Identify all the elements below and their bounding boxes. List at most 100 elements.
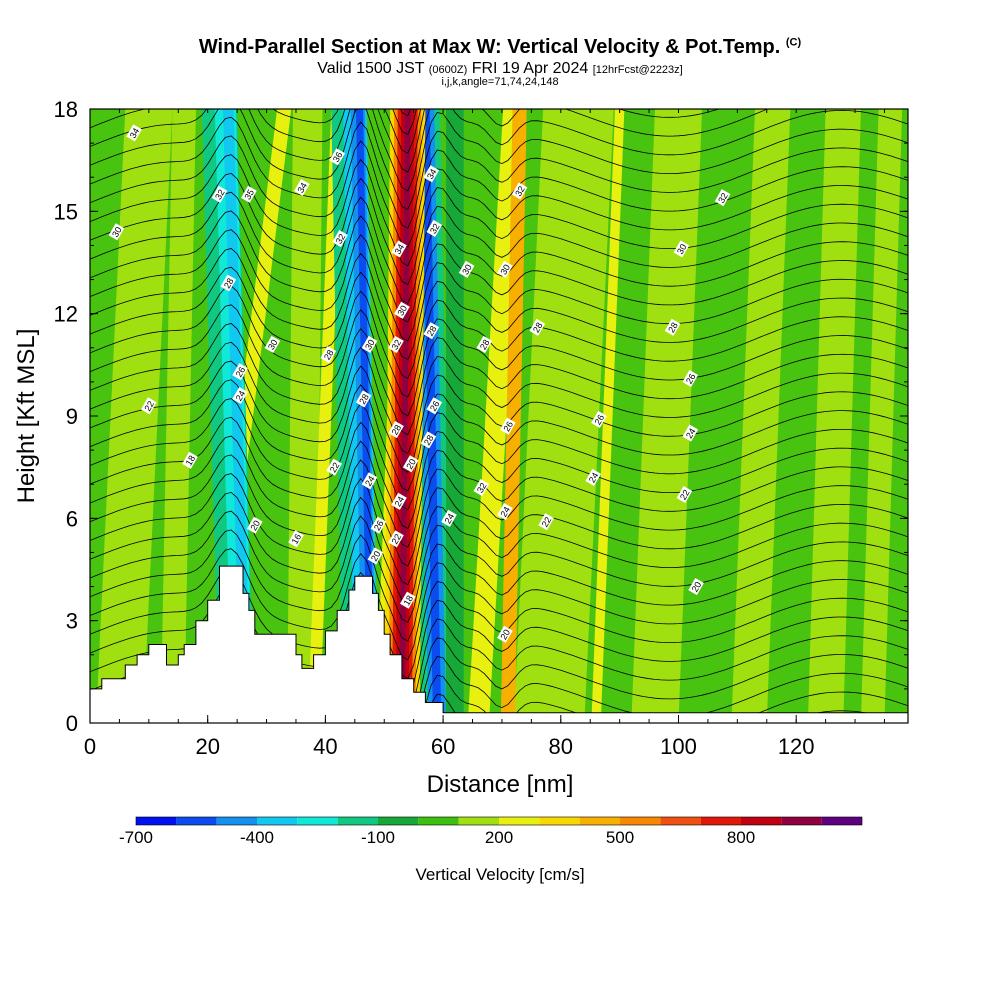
theta-label: 22 bbox=[538, 513, 554, 531]
y-tick-label: 3 bbox=[66, 609, 78, 634]
theta-contours bbox=[90, 109, 908, 723]
colorbar-swatch bbox=[458, 817, 499, 825]
svg-text:28: 28 bbox=[478, 338, 492, 352]
theta-label: 26 bbox=[232, 363, 248, 381]
theta-label: 28 bbox=[423, 322, 440, 340]
svg-text:30: 30 bbox=[395, 304, 409, 318]
theta-label: 22 bbox=[326, 458, 343, 476]
svg-text:34: 34 bbox=[425, 167, 439, 181]
svg-text:32: 32 bbox=[213, 188, 227, 202]
theta-label: 22 bbox=[676, 485, 693, 504]
theta-label: 24 bbox=[232, 386, 248, 405]
theta-labels: 34 30 32 35 34 36 32 28 30 26 24 28 22 18 20 16 22 30 28 24… bbox=[108, 124, 731, 643]
chart-subtitle: Valid 1500 JST (0600Z) FRI 19 Apr 2024 [… bbox=[317, 60, 683, 77]
svg-text:32: 32 bbox=[513, 184, 527, 198]
colorbar-tick-label: 500 bbox=[606, 828, 634, 847]
svg-text:16: 16 bbox=[290, 532, 304, 546]
svg-text:34: 34 bbox=[393, 242, 407, 256]
theta-label: 32 bbox=[388, 335, 404, 353]
theta-label: 28 bbox=[355, 390, 372, 408]
svg-text:24: 24 bbox=[393, 495, 407, 509]
svg-text:34: 34 bbox=[128, 126, 142, 140]
theta-label: 26 bbox=[591, 410, 607, 428]
svg-text:24: 24 bbox=[443, 512, 457, 526]
svg-text:20: 20 bbox=[248, 519, 262, 533]
x-tick-label: 60 bbox=[431, 734, 455, 759]
theta-label: 24 bbox=[497, 502, 513, 521]
y-tick-label: 18 bbox=[54, 97, 78, 122]
theta-label: 28 bbox=[220, 274, 237, 292]
theta-label: 30 bbox=[394, 301, 410, 319]
theta-label: 30 bbox=[497, 260, 513, 278]
svg-text:24: 24 bbox=[498, 505, 512, 519]
grid-info: i,j,k,angle=71,74,24,148 bbox=[441, 76, 559, 88]
svg-text:28: 28 bbox=[422, 433, 436, 447]
theta-label: 24 bbox=[682, 424, 699, 442]
x-tick-label: 100 bbox=[660, 734, 697, 759]
theta-label: 32 bbox=[511, 182, 528, 200]
svg-text:28: 28 bbox=[322, 348, 336, 362]
theta-label: 34 bbox=[126, 124, 142, 142]
theta-label: 24 bbox=[441, 509, 457, 527]
theta-label: 18 bbox=[182, 451, 198, 469]
svg-text:24: 24 bbox=[684, 427, 698, 441]
x-tick-label: 40 bbox=[313, 734, 337, 759]
theta-label: 32 bbox=[332, 230, 348, 248]
svg-text:36: 36 bbox=[331, 150, 345, 164]
colorbar-swatch bbox=[539, 817, 580, 825]
svg-text:20: 20 bbox=[369, 549, 383, 563]
svg-text:18: 18 bbox=[401, 594, 415, 608]
svg-text:22: 22 bbox=[142, 399, 156, 413]
colorbar-swatch bbox=[337, 817, 378, 825]
colorbar-tick-label: 800 bbox=[727, 828, 755, 847]
theta-label: 20 bbox=[246, 516, 263, 534]
svg-text:26: 26 bbox=[593, 413, 607, 427]
colorbar-tick-label: 200 bbox=[485, 828, 513, 847]
colorbar-swatch bbox=[579, 817, 620, 825]
theta-label: 30 bbox=[264, 335, 281, 353]
colorbar-swatch bbox=[741, 817, 782, 825]
svg-text:30: 30 bbox=[460, 263, 474, 277]
svg-text:28: 28 bbox=[390, 423, 404, 437]
theta-label: 32 bbox=[211, 185, 228, 203]
theta-label: 26 bbox=[426, 397, 443, 415]
svg-text:30: 30 bbox=[266, 338, 280, 352]
svg-text:28: 28 bbox=[357, 392, 371, 406]
theta-label: 28 bbox=[529, 318, 546, 336]
colorbar-swatch bbox=[176, 817, 217, 825]
svg-text:20: 20 bbox=[498, 628, 512, 642]
colorbar-swatch bbox=[216, 817, 257, 825]
svg-text:32: 32 bbox=[716, 191, 730, 205]
svg-text:28: 28 bbox=[666, 321, 680, 335]
svg-text:28: 28 bbox=[222, 276, 236, 290]
svg-text:35: 35 bbox=[242, 188, 256, 202]
svg-text:26: 26 bbox=[684, 372, 698, 386]
svg-text:30: 30 bbox=[110, 225, 124, 239]
theta-label: 24 bbox=[361, 472, 378, 490]
svg-text:30: 30 bbox=[675, 242, 689, 256]
theta-label: 26 bbox=[499, 417, 516, 435]
theta-label: 30 bbox=[458, 260, 475, 278]
theta-label: 36 bbox=[329, 148, 346, 166]
svg-text:20: 20 bbox=[690, 580, 704, 594]
theta-label: 28 bbox=[388, 421, 404, 439]
colorbar-swatch bbox=[257, 817, 298, 825]
svg-text:32: 32 bbox=[428, 222, 442, 236]
svg-text:34: 34 bbox=[295, 181, 309, 195]
svg-text:26: 26 bbox=[501, 420, 515, 434]
theta-label: 24 bbox=[391, 492, 407, 510]
theta-label: 20 bbox=[497, 625, 513, 643]
y-tick-label: 9 bbox=[66, 404, 78, 429]
theta-label: 30 bbox=[108, 223, 125, 241]
svg-text:32: 32 bbox=[475, 481, 489, 495]
chart-title: Wind-Parallel Section at Max W: Vertical… bbox=[198, 36, 802, 58]
theta-label: 28 bbox=[420, 431, 437, 449]
theta-label: 32 bbox=[714, 189, 731, 207]
svg-text:28: 28 bbox=[425, 324, 439, 338]
y-axis-label: Height [Kft MSL] bbox=[13, 329, 40, 504]
x-tick-label: 0 bbox=[84, 734, 96, 759]
theta-label: 32 bbox=[473, 479, 490, 497]
copyright-mark: (C) bbox=[785, 36, 802, 49]
